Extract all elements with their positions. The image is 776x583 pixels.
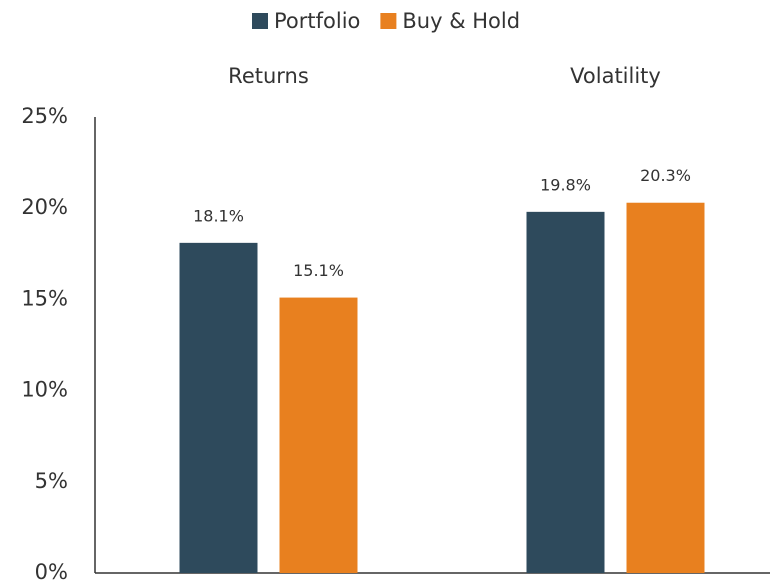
category-label: Volatility	[570, 64, 661, 88]
category-label: Returns	[228, 64, 309, 88]
y-tick-label: 25%	[21, 104, 68, 128]
y-tick-label: 5%	[35, 469, 68, 493]
bar	[626, 202, 705, 573]
y-tick-label: 10%	[21, 378, 68, 402]
y-tick-label: 0%	[35, 560, 68, 583]
bar	[279, 297, 358, 573]
value-label: 19.8%	[540, 175, 591, 194]
value-label: 18.1%	[193, 206, 244, 225]
bar	[179, 242, 258, 573]
legend-swatch	[380, 13, 397, 29]
value-label: 15.1%	[293, 261, 344, 280]
legend-label: Portfolio	[274, 9, 360, 33]
y-tick-label: 15%	[21, 286, 68, 310]
bar	[526, 211, 605, 573]
legend-label: Buy & Hold	[402, 9, 520, 33]
y-tick-label: 20%	[21, 195, 68, 219]
legend-swatch	[252, 13, 268, 29]
value-label: 20.3%	[640, 166, 691, 185]
